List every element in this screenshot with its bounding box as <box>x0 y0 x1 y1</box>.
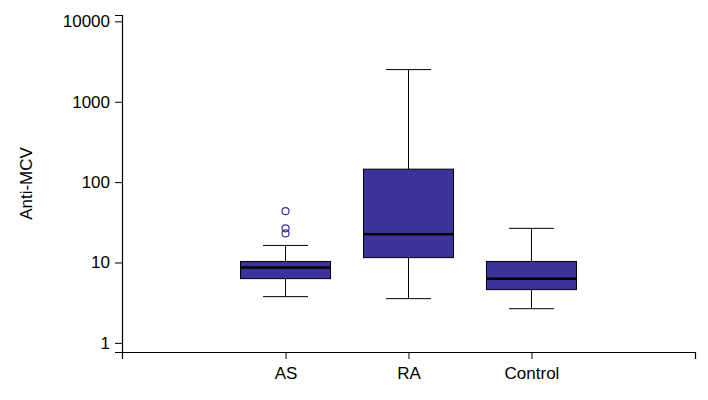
whisker-cap-high <box>263 245 308 246</box>
whisker-low <box>285 279 286 297</box>
x-axis: AS RA Control <box>123 352 696 383</box>
whisker-low <box>531 290 532 309</box>
y-tick-mark <box>115 182 122 183</box>
chart: 1 10 100 1000 10000 AS RA Control Anti-MCV <box>0 0 708 400</box>
whisker-cap-high <box>386 69 431 70</box>
whisker-cap-high <box>509 228 554 229</box>
x-tick-mark <box>531 352 532 359</box>
whisker-high <box>408 70 409 170</box>
y-tick: 1000 <box>72 93 122 112</box>
whisker-cap-low <box>263 296 308 297</box>
box <box>486 261 576 289</box>
outlier <box>282 208 289 215</box>
whisker-cap-low <box>509 308 554 309</box>
x-tick-mark <box>409 352 410 359</box>
whisker-high <box>531 228 532 261</box>
y-tick-mark <box>115 262 122 263</box>
x-tick-mark <box>286 352 287 359</box>
y-tick-label: 1000 <box>72 93 110 112</box>
whisker-low <box>408 258 409 299</box>
median <box>364 233 454 236</box>
y-tick-label: 10 <box>91 253 110 272</box>
y-tick-mark <box>115 102 122 103</box>
y-tick: 10000 <box>63 12 122 31</box>
whisker-high <box>285 245 286 261</box>
x-tick-label: AS <box>275 364 298 383</box>
y-tick-label: 10000 <box>63 12 110 31</box>
y-axis-title: Anti-MCV <box>17 146 36 219</box>
box-group <box>364 70 454 299</box>
x-tick-label: Control <box>505 364 560 383</box>
box-group <box>241 208 331 297</box>
plot-area: 1 10 100 1000 10000 AS RA Control <box>63 12 696 383</box>
box <box>241 261 331 278</box>
y-axis: 1 10 100 1000 10000 <box>63 12 123 353</box>
y-tick: 10 <box>91 253 122 272</box>
y-tick-mark <box>115 21 122 22</box>
x-axis-line <box>123 353 696 360</box>
x-tick: AS <box>275 352 298 383</box>
x-tick-label: RA <box>397 364 421 383</box>
boxes <box>241 70 577 309</box>
y-tick: 100 <box>82 173 122 192</box>
y-tick: 1 <box>101 334 122 353</box>
median <box>241 266 331 269</box>
box <box>364 169 454 257</box>
box-group <box>486 228 576 308</box>
x-tick: Control <box>505 352 560 383</box>
y-tick-label: 1 <box>101 334 110 353</box>
x-tick: RA <box>397 352 421 383</box>
whisker-cap-low <box>386 298 431 299</box>
y-tick-mark <box>115 343 122 344</box>
outlier <box>282 225 289 232</box>
y-tick-label: 100 <box>82 173 110 192</box>
y-axis-line <box>115 16 123 353</box>
median <box>486 277 576 280</box>
